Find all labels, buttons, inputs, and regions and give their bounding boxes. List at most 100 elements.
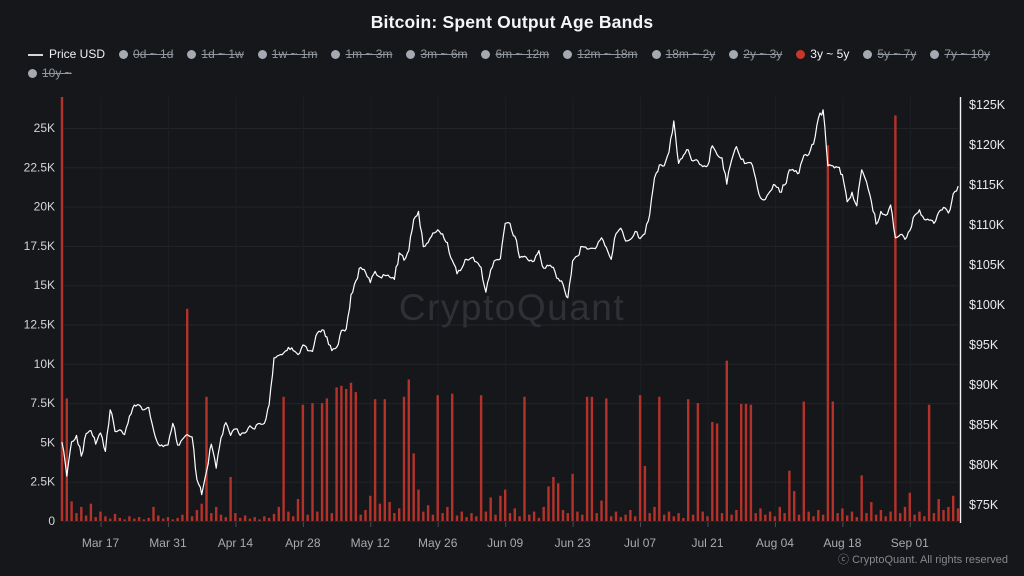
bar — [884, 516, 887, 521]
legend-label: 1m ~ 3m — [345, 47, 393, 61]
svg-text:$95K: $95K — [969, 338, 999, 352]
legend-item-0d-1d[interactable]: 0d ~ 1d — [119, 47, 173, 62]
band-dot-icon — [331, 50, 341, 59]
bar — [937, 499, 940, 521]
bar — [320, 403, 324, 521]
bar — [740, 403, 743, 521]
bar — [614, 511, 618, 521]
bar — [431, 514, 435, 521]
band-dot-icon — [187, 50, 197, 59]
bar — [393, 513, 396, 521]
legend-item-3m-6m[interactable]: 3m ~ 6m — [406, 47, 467, 62]
bar — [195, 510, 199, 521]
bar — [696, 403, 700, 521]
legend-item-1w-1m[interactable]: 1w ~ 1m — [257, 47, 317, 62]
svg-text:$115K: $115K — [969, 178, 1005, 192]
price-line-series[interactable] — [61, 109, 959, 496]
svg-text:$105K: $105K — [969, 258, 1006, 272]
bar — [75, 513, 78, 521]
bar — [793, 491, 796, 521]
bar — [422, 511, 425, 521]
band-dot-icon — [863, 50, 873, 59]
bar — [730, 514, 733, 521]
bar — [210, 513, 213, 521]
bar — [282, 396, 285, 521]
band-dot-icon — [563, 50, 573, 59]
bar — [547, 486, 550, 521]
bar — [610, 516, 613, 521]
bar — [70, 501, 73, 521]
legend-item-12m-18m[interactable]: 12m ~ 18m — [563, 47, 638, 62]
bar — [595, 513, 598, 521]
band-dot-icon — [257, 50, 267, 59]
bar — [947, 506, 950, 521]
svg-text:$90K: $90K — [969, 378, 999, 392]
svg-text:Jul 07: Jul 07 — [624, 536, 656, 550]
legend-label: 3y ~ 5y — [810, 47, 850, 61]
bar — [532, 511, 536, 521]
bar — [190, 516, 194, 521]
bar — [735, 510, 738, 521]
svg-text:Aug 04: Aug 04 — [756, 536, 794, 550]
svg-text:5K: 5K — [40, 435, 55, 449]
bar — [682, 517, 685, 521]
bar — [407, 379, 410, 521]
svg-text:Sep 01: Sep 01 — [891, 536, 929, 550]
bar — [894, 115, 897, 522]
svg-text:17.5K: 17.5K — [24, 239, 55, 253]
svg-text:Mar 17: Mar 17 — [82, 536, 120, 550]
bar — [523, 396, 526, 521]
bar — [590, 396, 594, 521]
legend-item-3y-5y[interactable]: 3y ~ 5y — [796, 47, 849, 62]
bar — [619, 517, 622, 521]
bar — [460, 511, 463, 521]
svg-text:Jul 21: Jul 21 — [691, 536, 723, 550]
legend-item-10y[interactable]: 10y ~ — [28, 66, 72, 81]
bar — [913, 514, 916, 521]
legend-item-price-usd[interactable]: Price USD — [28, 47, 105, 62]
bar — [889, 511, 892, 521]
age-band-bars-series[interactable] — [60, 97, 960, 522]
bar — [99, 511, 102, 521]
legend-item-5y-7y[interactable]: 5y ~ 7y — [863, 47, 916, 62]
bar — [340, 385, 343, 521]
bar — [860, 475, 863, 521]
bar — [475, 516, 478, 521]
legend-item-6m-12m[interactable]: 6m ~ 12m — [481, 47, 549, 62]
legend-item-18m-2y[interactable]: 18m ~ 2y — [651, 47, 716, 62]
bar — [552, 477, 555, 521]
bar — [701, 511, 704, 521]
bar — [171, 519, 174, 521]
bar — [687, 399, 690, 521]
bar — [325, 398, 329, 521]
svg-text:22.5K: 22.5K — [24, 160, 55, 174]
bar — [850, 511, 854, 521]
bar — [162, 518, 165, 521]
svg-text:20K: 20K — [34, 200, 55, 214]
legend-item-2y-3y[interactable]: 2y ~ 3y — [729, 47, 782, 62]
bar — [186, 308, 189, 521]
bar — [287, 511, 290, 521]
legend-label: 18m ~ 2y — [665, 47, 716, 61]
bar — [152, 506, 155, 521]
bar — [89, 503, 93, 521]
svg-text:$85K: $85K — [969, 418, 999, 432]
bar — [638, 395, 642, 521]
bar — [133, 518, 136, 521]
bar — [855, 517, 858, 521]
legend-item-7y-10y[interactable]: 7y ~ 10y — [930, 47, 990, 62]
svg-text:Mar 31: Mar 31 — [149, 536, 187, 550]
legend-label: 3m ~ 6m — [420, 47, 468, 61]
plot-area[interactable] — [62, 97, 958, 521]
bar — [504, 489, 507, 521]
bar — [706, 516, 709, 521]
legend-item-1m-3m[interactable]: 1m ~ 3m — [331, 47, 392, 62]
bar — [585, 396, 589, 521]
bar — [528, 514, 531, 521]
bar — [629, 510, 632, 521]
band-dot-icon — [481, 50, 491, 59]
bar — [277, 506, 280, 521]
bar — [402, 396, 406, 521]
legend-item-1d-1w[interactable]: 1d ~ 1w — [187, 47, 244, 62]
